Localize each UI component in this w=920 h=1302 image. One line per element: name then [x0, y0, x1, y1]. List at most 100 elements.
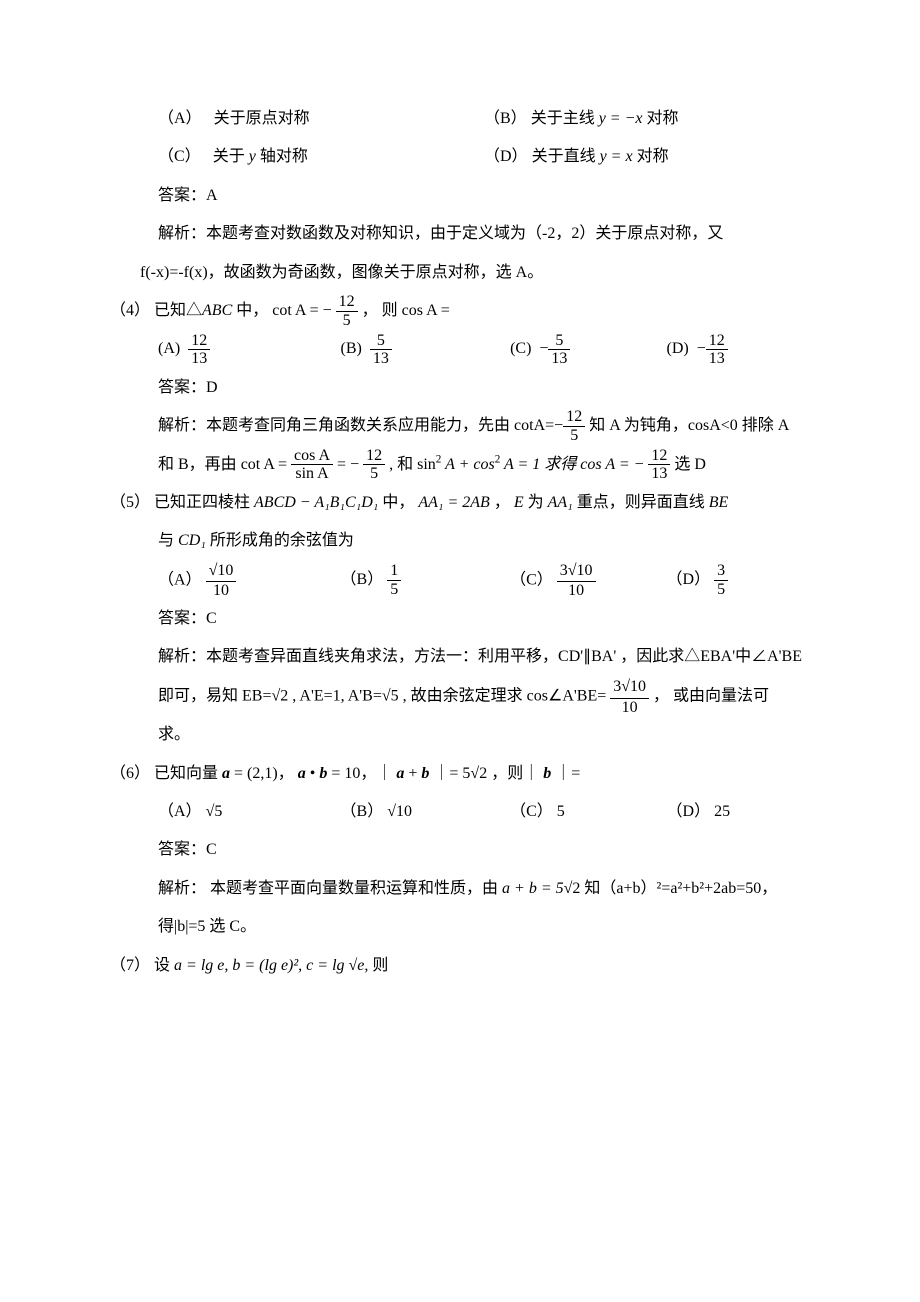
denominator: 13 [548, 349, 570, 368]
q4-opt-d: (D) −1213 [667, 330, 810, 368]
q7-stem: （7） 设 a = lg e, b = (lg e)², c = lg √e, … [110, 947, 810, 985]
denominator: sin A [291, 464, 333, 483]
numerator: 12 [363, 447, 385, 465]
numerator: 12 [563, 408, 585, 426]
stem-text: 中， [382, 494, 414, 511]
neg-sign: − [539, 340, 548, 357]
opt-text: 关于主线 [531, 110, 599, 127]
math-expr: E [514, 494, 524, 511]
numerator: 3 [714, 562, 728, 580]
math-expr: a + b = 5 [502, 880, 564, 897]
numerator: 3√10 [557, 561, 596, 582]
analysis-label: 解析： [158, 225, 206, 242]
q5-answer: 答案：C [110, 600, 810, 638]
neg-sign: − [697, 340, 706, 357]
numerator: 12 [188, 332, 210, 350]
numerator: √10 [206, 561, 237, 582]
stem-text: 与 [158, 532, 178, 549]
numerator: 5 [370, 332, 392, 350]
q6-answer: 答案：C [110, 831, 810, 869]
fraction: 125 [363, 447, 385, 483]
math-expr: ABCD − A₁B₁C₁D₁ [254, 494, 378, 511]
q4-opt-a: (A) 1213 [158, 330, 341, 368]
fraction: 15 [387, 562, 401, 598]
analysis-text: A = 1 求得 cos A = − [500, 456, 644, 473]
denominator: 13 [648, 464, 670, 483]
stem-text: 已知向量 [154, 765, 222, 782]
opt-label: （A） [158, 571, 202, 588]
math-expr: y = −x [599, 110, 643, 127]
opt-label: （C） [510, 571, 553, 588]
analysis-text: 知（a+b）²=a²+b²+2ab=50， [584, 880, 777, 897]
opt-label: （C） [510, 803, 553, 820]
q6-opt-c: （C） 5 [510, 793, 666, 831]
stem-text: + [408, 765, 421, 782]
opt-label: （D） [667, 571, 711, 588]
vector-a: a [396, 765, 404, 782]
fraction: 1213 [648, 447, 670, 483]
question-number: （4） [110, 302, 150, 319]
opt-text: 关于直线 [532, 148, 600, 165]
opt-text: 关于原点对称 [214, 110, 310, 127]
analysis-label: 解析： [158, 880, 206, 897]
fraction: 513 [370, 332, 392, 368]
q3-opt-d: （D） 关于直线 y = x 对称 [484, 138, 810, 176]
answer-label: 答案： [158, 841, 206, 858]
q6-opt-d: （D） 25 [667, 793, 810, 831]
stem-text: = 10，｜ [331, 765, 392, 782]
stem-text: 为 [528, 494, 548, 511]
analysis-text: 本题考查同角三角函数关系应用能力，先由 cotA= [206, 417, 554, 434]
analysis-label: 解析： [158, 417, 206, 434]
math-expr: y = x [600, 148, 633, 165]
fraction: 3√10 10 [610, 677, 649, 716]
stem-text: ｜= [555, 765, 580, 782]
q5-options: （A） √10 10 （B） 15 （C） 3√10 10 （D） 35 [110, 561, 810, 600]
opt-label: (B) [341, 340, 362, 357]
analysis-text: 本题考查异面直线夹角求法，方法一：利用平移，CD'∥BA' ，因此求△EBA'中… [206, 648, 802, 665]
analysis-text: A + cos [441, 456, 494, 473]
q4-options: (A) 1213 (B) 513 (C) −513 (D) −1213 [110, 330, 810, 368]
fraction: 3√10 10 [557, 561, 596, 600]
opt-label: （A） [158, 803, 202, 820]
answer-value: D [206, 379, 218, 396]
stem-text: ｜= 5 [433, 765, 470, 782]
analysis-text: 知 A 为钝角，cosA<0 排除 A [585, 417, 789, 434]
q3-opt-b: （B） 关于主线 y = −x 对称 [484, 100, 810, 138]
analysis-text: 即可，易知 EB= [158, 687, 271, 704]
q4-opt-c: (C) −513 [510, 330, 666, 368]
analysis-text: 求。 [158, 726, 190, 743]
opt-label: (D) [667, 340, 689, 357]
q3-opt-c: （C） 关于 y 轴对称 [158, 138, 484, 176]
stem-text: = (2,1)， [234, 765, 298, 782]
analysis-text: 本题考查对数函数及对称知识，由于定义域为（-2，2）关于原点对称，又 [206, 225, 723, 242]
opt-label: (A) [158, 340, 180, 357]
denominator: 13 [370, 349, 392, 368]
neg-sign: − [554, 417, 563, 434]
analysis-text: 得|b|=5 选 C。 [158, 918, 256, 935]
q4-analysis-l1: 解析：本题考查同角三角函数关系应用能力，先由 cotA=−125 知 A 为钝角… [110, 407, 810, 445]
stem-text: 已知正四棱柱 [154, 494, 254, 511]
opt-label: （C） [158, 148, 201, 165]
answer-value: C [206, 610, 217, 627]
fraction: √10 10 [206, 561, 237, 600]
opt-label: （A） [158, 110, 202, 127]
opt-text: 轴对称 [260, 148, 308, 165]
answer-value: C [206, 841, 217, 858]
denominator: 13 [188, 349, 210, 368]
radicand: 2 [479, 765, 487, 782]
q5-opt-c: （C） 3√10 10 [510, 561, 666, 600]
radicand: 5 [391, 687, 399, 704]
denominator: 5 [363, 464, 385, 483]
q4-answer: 答案：D [110, 369, 810, 407]
q4-analysis-l2: 和 B，再由 cot A = cos Asin A = − 125 , 和 si… [110, 446, 810, 484]
q5-opt-d: （D） 35 [667, 561, 810, 600]
q5-analysis-l1: 解析：本题考查异面直线夹角求法，方法一：利用平移，CD'∥BA' ，因此求△EB… [110, 638, 810, 676]
question-number: （7） [110, 957, 150, 974]
stem-text: • [310, 765, 320, 782]
vector-b: b [543, 765, 551, 782]
stem-text: 中， [232, 302, 268, 319]
fraction: 1213 [188, 332, 210, 368]
denominator: 5 [563, 426, 585, 445]
fraction: 35 [714, 562, 728, 598]
math-expr: ABC [202, 302, 232, 319]
